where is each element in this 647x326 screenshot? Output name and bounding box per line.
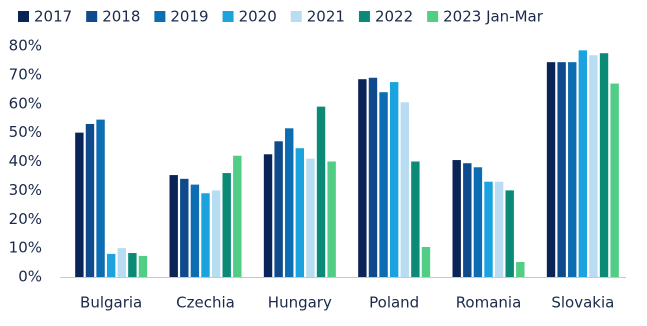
bar	[358, 79, 367, 277]
bar	[190, 184, 200, 277]
bar	[295, 148, 305, 277]
bar	[222, 173, 231, 277]
y-tick-label: 40%	[9, 152, 42, 170]
legend-label: 2023 Jan-Mar	[443, 8, 544, 26]
bar	[106, 253, 116, 277]
bar	[505, 190, 514, 277]
x-tick-label: Poland	[369, 294, 419, 312]
bar	[389, 82, 399, 277]
x-tick-label: Hungary	[268, 294, 332, 312]
y-tick-label: 0%	[18, 268, 42, 286]
bar	[400, 102, 409, 278]
bar	[138, 255, 148, 277]
legend-swatch	[154, 11, 166, 22]
legend-swatch	[358, 11, 370, 22]
bar	[96, 119, 105, 277]
bar	[211, 190, 221, 277]
bar	[557, 62, 566, 277]
bar	[452, 160, 461, 277]
bar	[484, 181, 493, 277]
bar	[578, 50, 588, 277]
legend-label: 2018	[102, 8, 140, 26]
legend-label: 2017	[34, 8, 72, 26]
bar	[610, 83, 619, 277]
y-tick-label: 50%	[9, 123, 42, 141]
legend-label: 2021	[307, 8, 345, 26]
bar	[306, 158, 315, 277]
bar	[128, 253, 137, 277]
bar	[180, 178, 189, 277]
bar	[589, 55, 598, 277]
bar	[473, 167, 483, 277]
bar	[494, 181, 504, 277]
bar	[233, 155, 242, 277]
bar	[368, 77, 378, 277]
bar	[117, 248, 126, 277]
bar	[411, 161, 420, 277]
bar	[75, 132, 84, 277]
legend-swatch	[86, 11, 98, 22]
bar	[201, 193, 210, 277]
legend-swatch	[222, 11, 234, 22]
y-tick-label: 10%	[9, 239, 42, 257]
y-tick-label: 70%	[9, 65, 42, 83]
bar	[421, 246, 431, 277]
bar	[546, 62, 556, 277]
bar	[169, 175, 178, 277]
x-tick-label: Bulgaria	[80, 294, 142, 312]
bar	[516, 261, 525, 277]
bar	[599, 53, 609, 277]
y-tick-label: 80%	[9, 37, 42, 55]
y-tick-label: 20%	[9, 210, 42, 228]
legend-swatch	[427, 11, 439, 22]
legend-swatch	[18, 11, 29, 22]
legend-swatch	[290, 11, 302, 22]
x-tick-label: Slovakia	[551, 294, 614, 312]
legend-label: 2022	[375, 8, 413, 26]
bar	[327, 161, 336, 277]
x-tick-label: Romania	[456, 294, 522, 312]
bar	[285, 128, 294, 277]
legend-label: 2020	[239, 8, 277, 26]
bar	[274, 141, 283, 277]
bar	[379, 92, 388, 277]
bar	[263, 154, 273, 277]
y-tick-label: 60%	[9, 94, 42, 112]
bar	[85, 123, 95, 278]
y-tick-label: 30%	[9, 181, 42, 199]
bar	[316, 106, 326, 277]
bar	[463, 163, 472, 277]
x-tick-label: Czechia	[176, 294, 235, 312]
bar	[568, 62, 577, 277]
legend-label: 2019	[170, 8, 208, 26]
